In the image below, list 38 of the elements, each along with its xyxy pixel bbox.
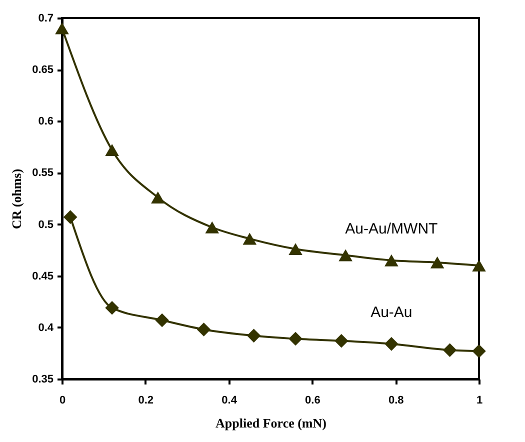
x-tick-label: 0 [59, 394, 66, 406]
point [205, 221, 220, 234]
point [242, 232, 257, 245]
point [151, 192, 165, 204]
point [105, 300, 119, 315]
x-axis-title: Applied Force (mN) [216, 416, 326, 430]
y-tick-label: 0.35 [32, 374, 54, 386]
point [338, 249, 352, 262]
point [442, 343, 457, 358]
point [196, 322, 211, 336]
y-tick-label: 0.7 [38, 12, 54, 24]
x-tick-label: 1 [476, 394, 483, 406]
point [430, 256, 444, 268]
point [155, 313, 169, 328]
x-tick-label: 0.4 [222, 394, 238, 406]
y-tick-label: 0.4 [38, 322, 54, 334]
point [55, 22, 69, 34]
point [246, 328, 261, 343]
point [288, 243, 302, 256]
y-tick-label: 0.55 [32, 167, 54, 180]
point [384, 254, 398, 266]
y-tick-label: 0.65 [32, 64, 54, 76]
point [334, 334, 348, 348]
series-label: Au-Au [370, 304, 412, 321]
x-tick-label: 0.6 [305, 394, 320, 406]
x-tick-label: 0.2 [138, 394, 154, 406]
y-tick-label: 0.45 [32, 270, 54, 282]
point [288, 332, 302, 346]
y-axis-title: CR (ohms) [9, 168, 24, 230]
x-tick-label: 0.8 [388, 394, 404, 406]
series-label: Au-Au/MWNT [345, 220, 438, 238]
y-tick-label: 0.5 [38, 218, 54, 231]
point [384, 337, 398, 351]
point [472, 344, 486, 358]
y-tick-label: 0.6 [38, 116, 54, 128]
point [472, 260, 486, 272]
point [105, 144, 119, 156]
point [63, 210, 78, 224]
